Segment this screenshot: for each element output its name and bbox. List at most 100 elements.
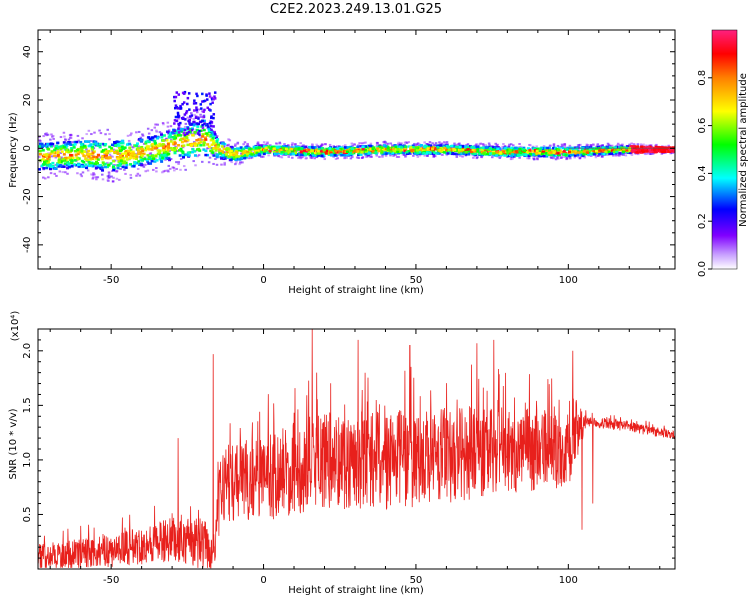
spectrogram-cell: [531, 145, 535, 148]
spectrogram-cell: [387, 152, 391, 155]
spectrogram-cell: [80, 175, 84, 178]
spectrogram-cell: [503, 154, 507, 157]
spectrogram-cell: [163, 153, 167, 157]
spectrogram-cell: [104, 133, 107, 136]
spectrogram-cell: [600, 155, 604, 158]
spectrogram-cell: [418, 143, 421, 146]
snr-ytick-label: 1.0: [22, 452, 33, 468]
spectrogram-cell: [424, 145, 428, 148]
spectrogram-cell: [343, 157, 346, 160]
spectrogram-cell: [428, 141, 432, 144]
spectrogram-cell: [506, 148, 510, 152]
spectrogram-cell: [137, 160, 141, 163]
spectrogram-cell: [53, 154, 57, 158]
spectrogram-cell: [179, 147, 183, 151]
spectrogram-cell: [526, 147, 530, 150]
spectrogram-cell: [409, 146, 413, 149]
spectrogram-cell: [419, 147, 423, 150]
spectrogram-cell: [364, 141, 367, 144]
spectrogram-cell: [134, 157, 138, 161]
spectrogram-cell: [72, 146, 76, 149]
spectrogram-cell: [59, 164, 63, 167]
spectrogram-cell: [105, 152, 109, 155]
spectrogram-cell: [173, 119, 177, 122]
spectrogram-cell: [122, 147, 126, 150]
spectrogram-cell: [225, 153, 229, 156]
spectrogram-cell: [622, 150, 626, 154]
spectrogram-cell: [557, 148, 561, 152]
spectrogram-cell: [118, 149, 122, 153]
spectrogram-cell: [208, 156, 212, 159]
spectrogram-cell: [47, 176, 50, 179]
spectrogram-marks: [38, 90, 675, 183]
spectrogram-cell: [135, 174, 138, 177]
spectrogram-cell: [127, 149, 131, 153]
spectrogram-xlabel: Height of straight line (km): [288, 285, 424, 296]
spectrogram-cell: [212, 134, 216, 138]
spectrogram-cell: [202, 119, 206, 123]
spectrogram-cell: [128, 142, 132, 146]
spectrogram-cell: [129, 163, 133, 166]
spectrogram-cell: [262, 141, 266, 144]
spectrogram-cell: [255, 151, 259, 155]
spectrogram-cell: [180, 117, 184, 120]
spectrogram-cell: [214, 143, 218, 147]
spectrogram-cell: [124, 172, 127, 175]
spectrogram-cell: [45, 145, 49, 149]
spectrogram-cell: [494, 154, 498, 157]
spectrogram-cell: [148, 137, 152, 141]
spectrogram-cell: [472, 156, 475, 159]
spectrogram-cell: [184, 118, 187, 121]
spectrogram-cell: [453, 142, 456, 145]
spectrogram-cell: [156, 144, 160, 148]
spectrogram-cell: [49, 172, 53, 175]
spectrogram-cell: [283, 143, 286, 146]
spectrogram-cell: [104, 142, 108, 146]
spectrogram-cell: [285, 145, 289, 149]
spectrogram-cell: [396, 148, 400, 151]
spectrogram-cell: [170, 148, 174, 151]
spectrogram-cell: [166, 142, 170, 146]
spectrogram-cell: [146, 145, 150, 148]
spectrogram-cell: [307, 150, 311, 154]
spectrogram-cell: [152, 157, 156, 160]
spectrogram-cell: [491, 148, 495, 151]
spectrogram-cell: [201, 123, 204, 127]
spectrogram-cell: [195, 144, 199, 147]
snr-xtick-label: 100: [559, 575, 578, 586]
spectrogram-cell: [167, 152, 171, 156]
spectrogram-cell: [249, 154, 253, 158]
spectrogram-cell: [319, 144, 323, 147]
spectrogram-cell: [154, 158, 157, 161]
spectrogram-cell: [55, 144, 59, 148]
spectrogram-cell: [179, 128, 183, 131]
spectrogram-frame: [37, 29, 676, 270]
spectrogram-cell: [543, 146, 547, 150]
spectrogram-cell: [440, 142, 444, 145]
spectrogram-cell: [64, 143, 68, 147]
spectrogram-cell: [280, 152, 284, 156]
spectrogram-cell: [45, 154, 49, 158]
spectrogram-cell: [333, 154, 337, 157]
spectrogram-cell: [192, 123, 196, 126]
spectrogram-cell: [116, 166, 120, 170]
spectrogram-ytick-label: -20: [22, 188, 33, 204]
spectrogram-cell: [618, 154, 621, 157]
spectrogram-cell: [585, 143, 589, 146]
spectrogram-cell: [343, 146, 347, 149]
spectrogram-cell: [136, 142, 140, 145]
spectrogram-cell: [625, 149, 629, 152]
spectrogram-cell: [116, 152, 120, 156]
spectrogram-cell: [70, 147, 74, 150]
spectrogram-cell: [378, 155, 381, 158]
spectrogram-cell: [577, 151, 581, 154]
spectrogram-cell: [132, 152, 136, 156]
spectrogram-cell: [394, 148, 398, 151]
spectrogram-cell: [667, 150, 671, 153]
spectrogram-cell: [201, 92, 204, 96]
spectrogram-cell: [46, 157, 50, 161]
spectrogram-cell: [116, 142, 120, 146]
spectrogram-cell: [564, 148, 568, 151]
spectrogram-cell: [259, 144, 263, 147]
